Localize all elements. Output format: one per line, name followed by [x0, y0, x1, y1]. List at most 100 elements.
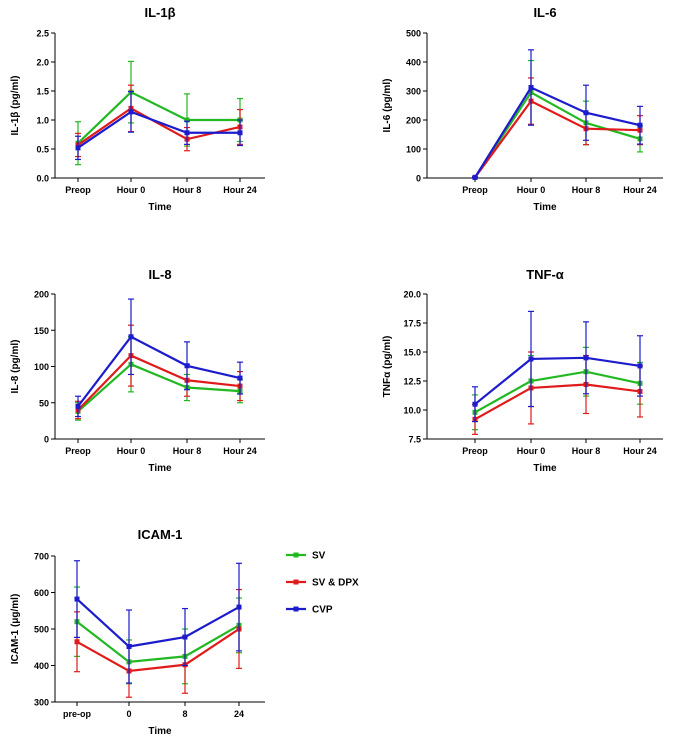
data-point — [528, 85, 534, 91]
series-line — [77, 110, 240, 149]
series-line — [76, 620, 240, 663]
series-line — [474, 86, 641, 179]
x-tick-label: 8 — [182, 709, 187, 719]
y-tick-label: 20.0 — [403, 290, 421, 300]
y-tick-label: 200 — [34, 290, 49, 300]
data-point — [184, 363, 190, 369]
data-point — [237, 130, 243, 136]
series-sv-dpx — [472, 77, 643, 180]
data-point — [126, 644, 132, 650]
y-tick-label: 50 — [39, 398, 49, 408]
y-tick-label: 1.5 — [36, 87, 49, 97]
series-line — [76, 628, 240, 673]
y-tick-label: 0 — [44, 435, 49, 445]
series-sv-dpx — [472, 351, 643, 435]
chart-title: ICAM-1 — [138, 527, 183, 542]
y-tick-label: 200 — [406, 116, 421, 126]
x-tick-label: Hour 0 — [117, 185, 146, 195]
x-tick-label: 24 — [234, 709, 244, 719]
y-tick-label: 15.0 — [403, 348, 421, 358]
legend-label: SV — [312, 551, 326, 562]
y-tick-label: 2.5 — [36, 29, 49, 39]
y-axis-label: IL-1β (pg/ml) — [10, 76, 21, 136]
legend-swatch-marker — [293, 552, 299, 558]
x-axis-label: Time — [148, 726, 172, 737]
x-tick-label: Preop — [462, 446, 488, 456]
series-line — [76, 598, 240, 648]
series-line — [474, 370, 641, 414]
y-tick-label: 500 — [406, 29, 421, 39]
y-tick-label: 12.5 — [403, 377, 421, 387]
data-point — [182, 634, 188, 640]
series-sv — [75, 60, 243, 166]
y-tick-label: 1.0 — [36, 116, 49, 126]
data-point — [472, 174, 478, 180]
chart-3: TNF-α 7.5 10.0 12.5 15.0 17.5 20.0 Preop Hour 0 H… — [382, 267, 663, 474]
y-axis-label: TNFα (pg/ml) — [382, 336, 393, 398]
y-tick-label: 0.0 — [36, 174, 49, 184]
series-cvp — [75, 90, 243, 161]
series-line — [77, 107, 241, 146]
x-tick-label: 0 — [126, 709, 131, 719]
series-line — [77, 354, 241, 411]
y-axis-label: ICAM-1 (μg/ml) — [10, 594, 21, 665]
x-axis-label: Time — [148, 463, 172, 474]
series-line — [474, 99, 641, 179]
x-tick-label: Hour 0 — [517, 185, 546, 195]
legend-swatch-marker — [293, 606, 299, 612]
y-tick-label: 100 — [406, 145, 421, 155]
y-tick-label: 500 — [34, 625, 49, 635]
legend-swatch-marker — [293, 579, 299, 585]
y-tick-label: 300 — [34, 698, 49, 708]
data-point — [637, 122, 643, 128]
data-point — [128, 109, 134, 115]
series-sv — [74, 586, 242, 685]
y-axis-label: IL-6 (pg/ml) — [382, 79, 393, 133]
y-tick-label: 400 — [34, 661, 49, 671]
series-line — [77, 335, 241, 408]
data-point — [528, 356, 534, 362]
x-axis-label: Time — [148, 202, 172, 213]
data-point — [74, 596, 80, 602]
chart-title: TNF-α — [526, 267, 564, 282]
series-line — [474, 90, 641, 179]
series-line — [77, 90, 240, 144]
x-tick-label: pre-op — [63, 709, 92, 719]
series-cvp — [75, 298, 243, 418]
data-point — [583, 355, 589, 361]
legend: SV SV & DPX CVP — [286, 551, 359, 616]
series-sv-dpx — [74, 588, 242, 698]
data-point — [472, 401, 478, 407]
y-tick-label: 2.0 — [36, 58, 49, 68]
y-tick-label: 700 — [34, 552, 49, 562]
y-tick-label: 17.5 — [403, 319, 421, 329]
x-tick-label: Hour 24 — [623, 446, 657, 456]
y-tick-label: 7.5 — [408, 435, 421, 445]
y-tick-label: 150 — [34, 326, 49, 336]
legend-label: CVP — [312, 605, 333, 616]
x-tick-label: Hour 8 — [572, 446, 601, 456]
chart-title: IL-8 — [148, 267, 171, 282]
chart-title: IL-1β — [144, 5, 175, 20]
chart-0: IL-1β 0.0 0.5 1.0 1.5 2.0 2.5 Preop Hour 0 Hour 8… — [10, 5, 265, 213]
data-point — [74, 639, 80, 645]
data-point — [236, 604, 242, 610]
x-tick-label: Hour 0 — [517, 446, 546, 456]
data-point — [75, 145, 81, 151]
x-tick-label: Hour 8 — [572, 185, 601, 195]
y-tick-label: 0.5 — [36, 145, 49, 155]
x-tick-label: Hour 0 — [117, 446, 146, 456]
x-tick-label: Preop — [65, 446, 91, 456]
data-point — [128, 334, 134, 340]
x-tick-label: Hour 24 — [623, 185, 657, 195]
x-tick-label: Preop — [462, 185, 488, 195]
series-line — [77, 363, 241, 413]
x-tick-label: Preop — [65, 185, 91, 195]
series-cvp — [472, 49, 643, 180]
data-point — [583, 110, 589, 116]
series-cvp — [74, 560, 242, 684]
chart-title: IL-6 — [533, 5, 556, 20]
y-axis-label: IL-8 (pg/ml) — [10, 340, 21, 394]
legend-label: SV & DPX — [312, 578, 359, 589]
